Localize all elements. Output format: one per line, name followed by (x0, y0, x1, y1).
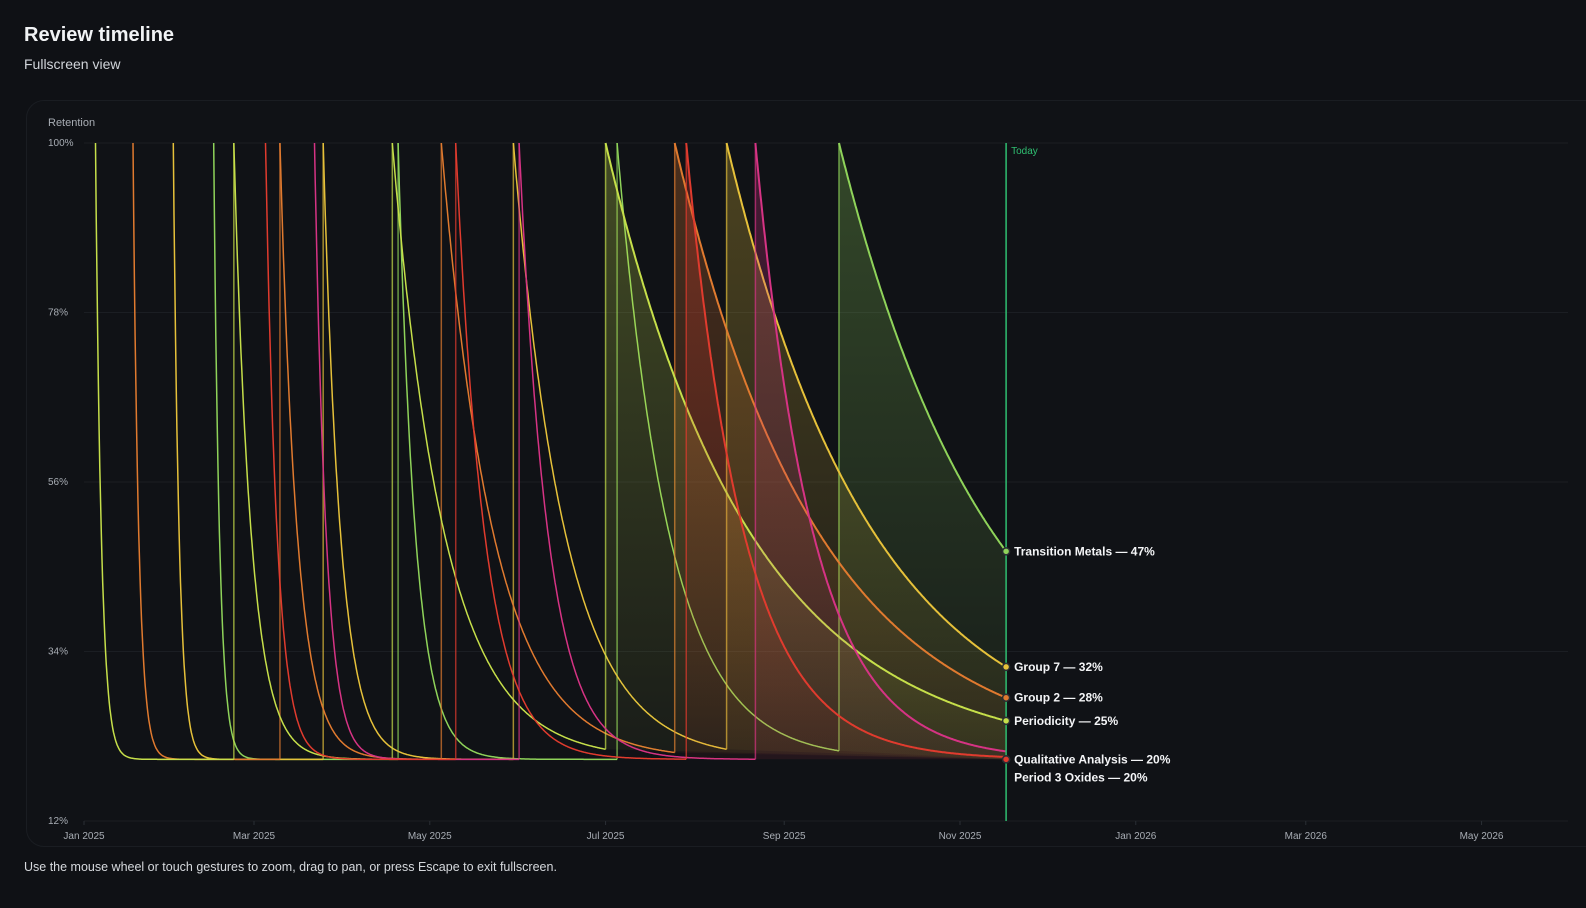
retention-curve (313, 142, 520, 761)
today-label: Today (1011, 146, 1038, 157)
x-tick-label: Nov 2025 (939, 831, 982, 842)
retention-curve (391, 142, 606, 751)
series-label-group-7: Group 7 — 32% (1014, 660, 1103, 674)
x-tick-label: Mar 2025 (233, 831, 276, 842)
x-tick-label: May 2025 (408, 831, 452, 842)
series-label-transition-metals: Transition Metals — 47% (1014, 544, 1155, 558)
y-tick-label: 78% (48, 308, 68, 319)
endpoint-marker-group-7 (1001, 662, 1011, 672)
series-label-qualitative-analysis: Qualitative Analysis — 20% (1014, 752, 1171, 766)
series-label-periodicity: Periodicity — 25% (1014, 714, 1118, 728)
y-tick-label: 12% (48, 816, 68, 827)
retention-curve (264, 142, 456, 761)
retention-area (686, 143, 1007, 760)
y-tick-label: 34% (48, 647, 68, 658)
y-axis-label: Retention (48, 117, 95, 129)
retention-curve (172, 142, 324, 761)
retention-curve (279, 142, 442, 761)
endpoint-marker-period-3-oxides (1001, 755, 1011, 764)
x-tick-label: May 2026 (1460, 831, 1504, 842)
retention-curve (94, 142, 234, 761)
series-label-period-3-oxides: Period 3 Oxides — 20% (1014, 770, 1148, 784)
retention-curve (685, 142, 1007, 758)
retention-curve (397, 142, 618, 761)
series-period-3-oxides (264, 142, 1007, 761)
retention-curve (838, 142, 1007, 552)
y-tick-label: 100% (48, 138, 74, 149)
footer-hint: Use the mouse wheel or touch gestures to… (24, 860, 557, 874)
retention-curve (754, 142, 1007, 753)
series-label-group-2: Group 2 — 28% (1014, 691, 1103, 705)
endpoint-marker-group-2 (1001, 693, 1011, 702)
retention-curve (673, 142, 1007, 699)
retention-area (755, 143, 1007, 760)
x-tick-label: Jul 2025 (587, 831, 625, 842)
retention-curve (132, 142, 280, 761)
page-title: Review timeline (24, 24, 175, 46)
x-tick-label: Jan 2025 (63, 831, 105, 842)
y-tick-label: 56% (48, 477, 68, 488)
retention-curve (454, 142, 687, 760)
x-tick-label: Sep 2025 (763, 831, 806, 842)
endpoint-marker-periodicity (1001, 716, 1011, 726)
x-tick-label: Jan 2026 (1115, 831, 1157, 842)
x-tick-label: Mar 2026 (1285, 831, 1328, 842)
endpoint-marker-transition-metals (1001, 547, 1011, 556)
retention-curve (212, 142, 399, 761)
retention-curve (322, 142, 514, 761)
page-subtitle: Fullscreen view (24, 56, 121, 72)
